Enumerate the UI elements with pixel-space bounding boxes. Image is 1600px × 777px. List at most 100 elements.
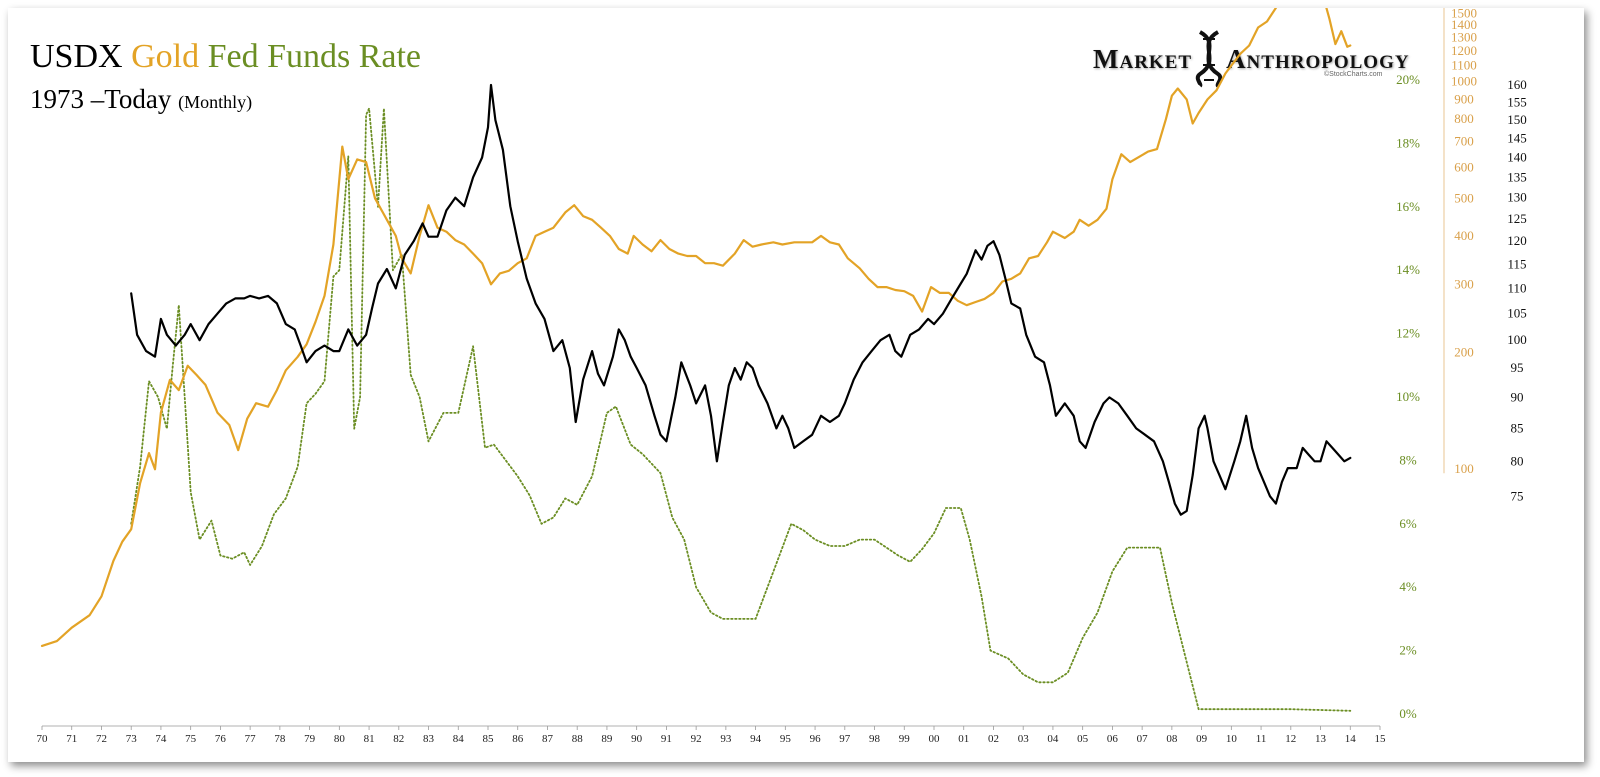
gold-axis-label: 1500 — [1451, 8, 1477, 20]
x-tick-label: 76 — [215, 733, 227, 745]
fed-axis-label: 0% — [1399, 706, 1417, 721]
chart-svg: 0%2%4%6%8%10%12%14%16%18%20% 10020030040… — [37, 8, 1527, 745]
fed-axis-label: 2% — [1399, 643, 1417, 658]
fed-funds-axis: 0% 2% 4% 6% 8% 10% 12% 14% 16% 18% 20% — [1396, 72, 1420, 721]
usdx-axis-label: 155 — [1507, 94, 1527, 109]
usdx-axis-label: 100 — [1507, 332, 1527, 347]
fed-axis-label: 14% — [1396, 262, 1420, 277]
x-tick-label: 80 — [334, 733, 346, 745]
x-tick-label: 99 — [899, 733, 911, 745]
fed-axis-label: 8% — [1399, 452, 1417, 467]
x-tick-label: 13 — [1315, 733, 1327, 745]
usdx-axis-label: 150 — [1507, 112, 1527, 127]
x-tick-label: 01 — [958, 733, 969, 745]
x-tick-label: 98 — [869, 733, 881, 745]
x-tick-label: 12 — [1285, 733, 1296, 745]
usdx-axis-label: 95 — [1511, 360, 1524, 375]
gold-axis-label: 1200 — [1451, 43, 1477, 58]
gold-axis-label: 600 — [1454, 160, 1474, 175]
x-tick-label: 05 — [1077, 733, 1089, 745]
x-tick-label: 97 — [839, 733, 851, 745]
gold-axis-label: 800 — [1454, 111, 1474, 126]
gold-axis-label: 1400 — [1451, 17, 1477, 32]
title-gold: Gold — [131, 38, 200, 75]
usdx-axis-label: 105 — [1507, 306, 1527, 321]
x-tick-label: 75 — [185, 733, 197, 745]
subtitle-period: 1973 –Today — [30, 84, 172, 114]
x-tick-label: 78 — [274, 733, 286, 745]
usdx-axis-label: 135 — [1507, 169, 1527, 184]
gold-axis-label: 1300 — [1451, 30, 1477, 45]
x-tick-label: 89 — [601, 733, 613, 745]
x-tick-label: 11 — [1256, 733, 1267, 745]
usdx-axis-label: 120 — [1507, 233, 1527, 248]
gold-axis-label: 900 — [1454, 91, 1474, 106]
x-tick-label: 09 — [1196, 733, 1208, 745]
x-tick-label: 79 — [304, 733, 316, 745]
chart-subtitle: 1973 –Today (Monthly) — [30, 84, 252, 115]
gold-axis-label: 200 — [1454, 345, 1474, 360]
x-tick-label: 90 — [631, 733, 643, 745]
x-tick-label: 10 — [1226, 733, 1238, 745]
fed-axis-label: 4% — [1399, 579, 1417, 594]
usdx-axis-label: 110 — [1507, 280, 1526, 295]
gold-axis: 1002003004005006007008009001000110012001… — [1443, 8, 1477, 476]
x-tick-label: 88 — [572, 733, 584, 745]
fed-axis-label: 10% — [1396, 389, 1420, 404]
x-tick-label: 03 — [1018, 733, 1030, 745]
usdx-axis: 75 80 85 90 95 100 105 110 115 120 125 130 135 140 145… — [1507, 77, 1527, 503]
x-tick-label: 82 — [393, 733, 404, 745]
gold-line — [40, 8, 1352, 647]
usdx-line — [130, 83, 1352, 516]
x-tick-label: 04 — [1047, 733, 1059, 745]
x-tick-label: 00 — [929, 733, 941, 745]
x-tick-label: 87 — [542, 733, 554, 745]
x-tick-label: 74 — [155, 733, 167, 745]
dna-helix-icon — [1192, 30, 1226, 88]
x-tick-label: 81 — [364, 733, 375, 745]
x-tick-label: 96 — [810, 733, 822, 745]
usdx-axis-label: 145 — [1507, 130, 1527, 145]
fed-funds-line — [130, 107, 1352, 712]
brand-logo: Market Anthropology — [1093, 30, 1410, 88]
gold-axis-label: 700 — [1454, 134, 1474, 149]
x-tick-label: 95 — [780, 733, 792, 745]
usdx-axis-label: 140 — [1507, 150, 1527, 165]
gold-axis-label: 500 — [1454, 190, 1474, 205]
gold-axis-label: 1100 — [1451, 58, 1477, 73]
fed-axis-label: 16% — [1396, 199, 1420, 214]
stockcharts-credit: ©StockCharts.com — [1324, 71, 1383, 78]
gold-axis-label: 100 — [1454, 461, 1474, 476]
subtitle-frequency: (Monthly) — [178, 92, 253, 112]
usdx-axis-label: 160 — [1507, 77, 1527, 92]
x-tick-label: 70 — [37, 733, 49, 745]
x-tick-label: 71 — [66, 733, 77, 745]
x-tick-label: 85 — [483, 733, 495, 745]
x-tick-label: 14 — [1345, 733, 1357, 745]
gold-axis-label: 400 — [1454, 228, 1474, 243]
series-group — [40, 8, 1352, 712]
x-tick-label: 15 — [1375, 733, 1387, 745]
usdx-axis-label: 115 — [1507, 256, 1526, 271]
usdx-axis-label: 80 — [1511, 453, 1524, 468]
x-tick-label: 84 — [453, 733, 465, 745]
x-axis: 70 71 72 73 74 75 76 77 78 79 80 81 82 83 84 85 86 87 88 89… — [37, 725, 1387, 745]
gold-axis-label: 300 — [1454, 276, 1474, 291]
x-tick-label: 73 — [126, 733, 138, 745]
x-tick-label: 91 — [661, 733, 672, 745]
x-tick-label: 86 — [512, 733, 524, 745]
usdx-axis-label: 125 — [1507, 211, 1527, 226]
usdx-axis-label: 130 — [1507, 190, 1527, 205]
title-fed-funds: Fed Funds Rate — [207, 38, 422, 75]
title-usdx: USDX — [30, 38, 123, 75]
x-tick-label: 77 — [245, 733, 257, 745]
gold-axis-label: 1000 — [1451, 74, 1477, 89]
gold-axis-label: 1600 — [1451, 8, 1477, 10]
x-tick-label: 93 — [720, 733, 732, 745]
x-tick-label: 08 — [1166, 733, 1178, 745]
brand-market: Market — [1093, 44, 1193, 74]
chart-title: USDX Gold Fed Funds Rate — [30, 38, 421, 76]
x-tick-label: 92 — [691, 733, 702, 745]
chart-frame: USDX Gold Fed Funds Rate 1973 –Today (Mo… — [8, 8, 1584, 762]
x-tick-label: 07 — [1137, 733, 1149, 745]
